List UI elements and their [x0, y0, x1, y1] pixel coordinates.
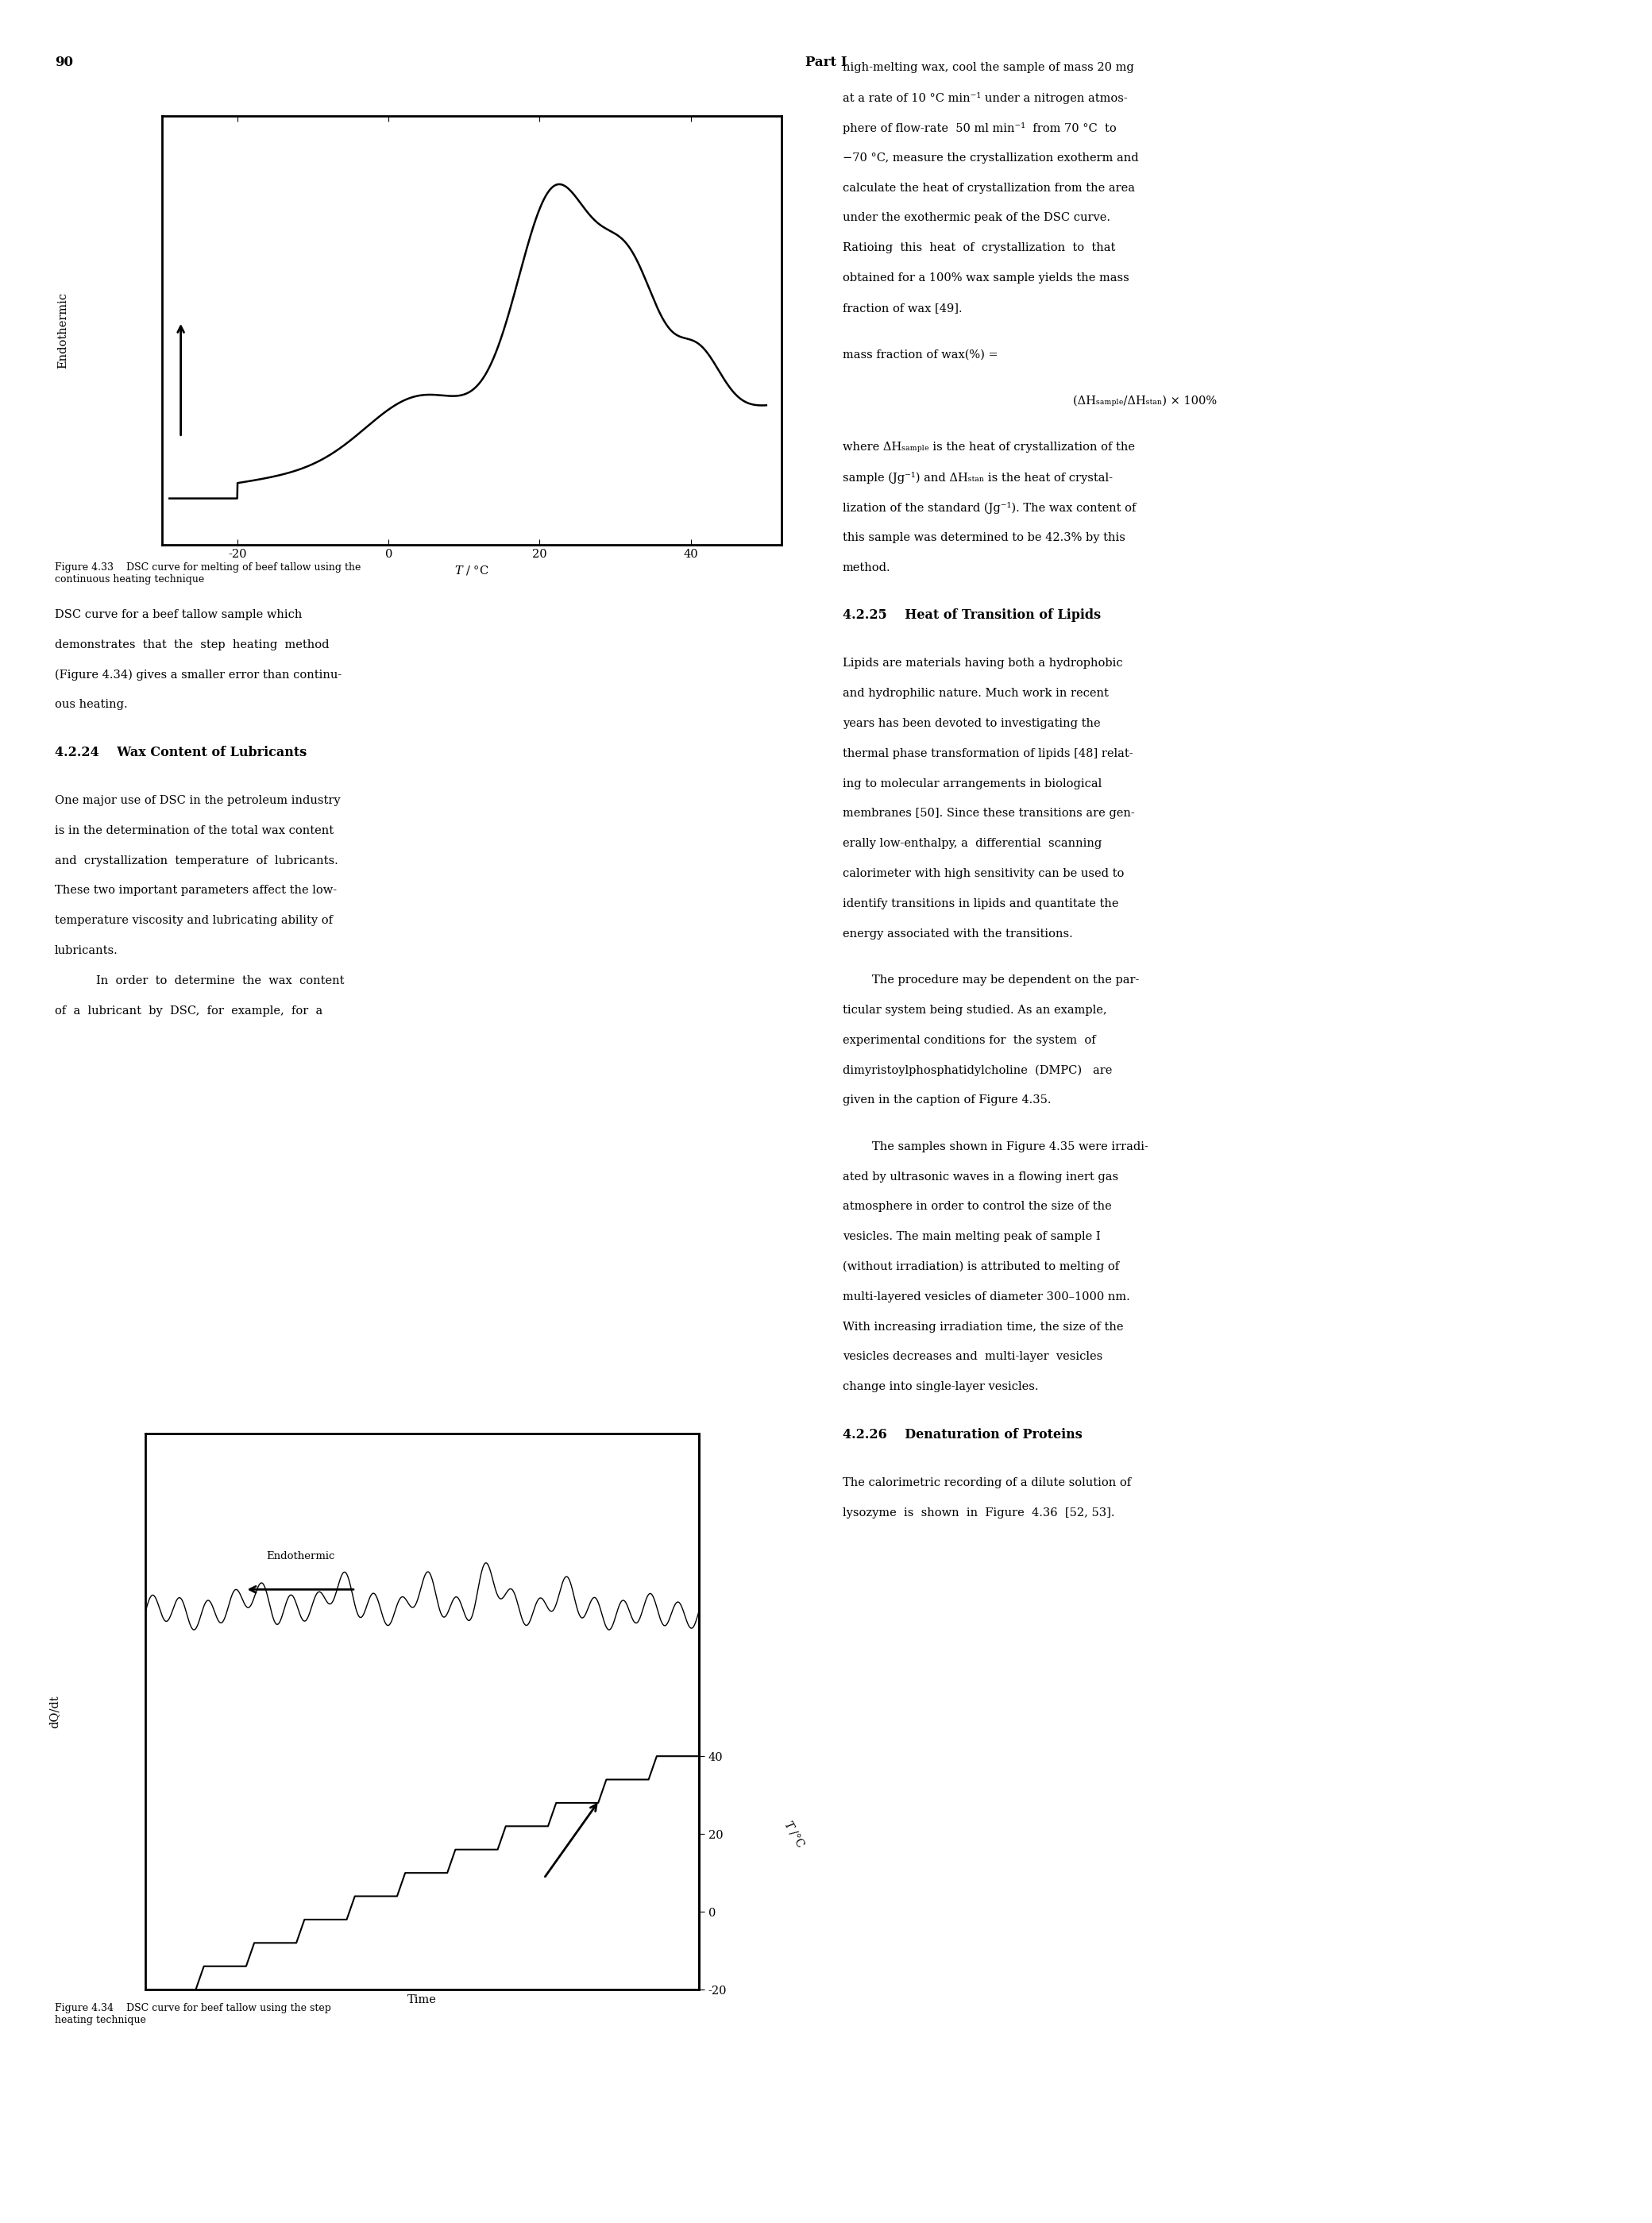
Text: Part I: Part I — [805, 56, 847, 69]
Text: dimyristoylphosphatidylcholine  (DMPC)   are: dimyristoylphosphatidylcholine (DMPC) ar… — [843, 1065, 1112, 1076]
Text: change into single-layer vesicles.: change into single-layer vesicles. — [843, 1380, 1039, 1392]
Text: The calorimetric recording of a dilute solution of: The calorimetric recording of a dilute s… — [843, 1478, 1132, 1489]
Text: identify transitions in lipids and quantitate the: identify transitions in lipids and quant… — [843, 898, 1118, 909]
Text: given in the caption of Figure 4.35.: given in the caption of Figure 4.35. — [843, 1094, 1051, 1105]
Text: erally low-enthalpy, a  differential  scanning: erally low-enthalpy, a differential scan… — [843, 838, 1102, 849]
Text: Lipids are materials having both a hydrophobic: Lipids are materials having both a hydro… — [843, 658, 1123, 669]
Text: In  order  to  determine  the  wax  content: In order to determine the wax content — [96, 976, 344, 987]
Text: calculate the heat of crystallization from the area: calculate the heat of crystallization fr… — [843, 182, 1135, 193]
Text: where ΔHₛₐₘₚₗₑ is the heat of crystallization of the: where ΔHₛₐₘₚₗₑ is the heat of crystalliz… — [843, 442, 1135, 453]
Text: under the exothermic peak of the DSC curve.: under the exothermic peak of the DSC cur… — [843, 211, 1110, 225]
Text: (ΔHₛₐₘₚₗₑ/ΔHₛₜₐₙ⁤) × 100%: (ΔHₛₐₘₚₗₑ/ΔHₛₜₐₙ⁤) × 100% — [1074, 396, 1218, 407]
Text: this sample was determined to be 42.3% by this: this sample was determined to be 42.3% b… — [843, 531, 1125, 542]
Text: ticular system being studied. As an example,: ticular system being studied. As an exam… — [843, 1005, 1107, 1016]
Text: −70 °C, measure the crystallization exotherm and: −70 °C, measure the crystallization exot… — [843, 151, 1138, 165]
Text: 4.2.26    Denaturation of Proteins: 4.2.26 Denaturation of Proteins — [843, 1427, 1082, 1441]
Text: energy associated with the transitions.: energy associated with the transitions. — [843, 927, 1072, 938]
Text: fraction of wax [49].: fraction of wax [49]. — [843, 302, 961, 313]
Text: sample (Jg⁻¹) and ΔHₛₜₐₙ⁤ is the heat of crystal-: sample (Jg⁻¹) and ΔHₛₜₐₙ⁤ is the heat of… — [843, 471, 1112, 485]
Text: is in the determination of the total wax content: is in the determination of the total wax… — [55, 825, 334, 836]
Text: obtained for a 100% wax sample yields the mass: obtained for a 100% wax sample yields th… — [843, 271, 1128, 285]
Text: temperature viscosity and lubricating ability of: temperature viscosity and lubricating ab… — [55, 916, 332, 927]
Text: of  a  lubricant  by  DSC,  for  example,  for  a: of a lubricant by DSC, for example, for … — [55, 1005, 322, 1016]
Text: at a rate of 10 °C min⁻¹ under a nitrogen atmos-: at a rate of 10 °C min⁻¹ under a nitroge… — [843, 93, 1127, 104]
X-axis label: $T$ / °C: $T$ / °C — [454, 565, 489, 576]
Text: lization of the standard (Jg⁻¹). The wax content of: lization of the standard (Jg⁻¹). The wax… — [843, 502, 1137, 514]
Text: Ratioing  this  heat  of  crystallization  to  that: Ratioing this heat of crystallization to… — [843, 242, 1115, 253]
Text: years has been devoted to investigating the: years has been devoted to investigating … — [843, 718, 1100, 729]
Text: demonstrates  that  the  step  heating  method: demonstrates that the step heating metho… — [55, 638, 329, 649]
Text: method.: method. — [843, 562, 890, 574]
Text: phere of flow-rate  50 ml min⁻¹  from 70 °C  to: phere of flow-rate 50 ml min⁻¹ from 70 °… — [843, 122, 1117, 133]
Text: The procedure may be dependent on the par-: The procedure may be dependent on the pa… — [872, 974, 1140, 985]
Text: experimental conditions for  the system  of: experimental conditions for the system o… — [843, 1034, 1095, 1045]
Text: DSC curve for a beef tallow sample which: DSC curve for a beef tallow sample which — [55, 609, 302, 620]
Text: and hydrophilic nature. Much work in recent: and hydrophilic nature. Much work in rec… — [843, 687, 1108, 698]
Text: The samples shown in Figure 4.35 were irradi-: The samples shown in Figure 4.35 were ir… — [872, 1140, 1148, 1152]
Text: dQ/dt: dQ/dt — [50, 1696, 59, 1727]
Text: $T$ /°C: $T$ /°C — [781, 1818, 808, 1850]
Text: vesicles. The main melting peak of sample I: vesicles. The main melting peak of sampl… — [843, 1232, 1100, 1243]
X-axis label: Time: Time — [408, 1994, 436, 2005]
Text: ated by ultrasonic waves in a flowing inert gas: ated by ultrasonic waves in a flowing in… — [843, 1172, 1118, 1183]
Text: Endothermic: Endothermic — [58, 291, 68, 369]
Text: ous heating.: ous heating. — [55, 698, 127, 709]
Text: lubricants.: lubricants. — [55, 945, 117, 956]
Text: lysozyme  is  shown  in  Figure  4.36  [52, 53].: lysozyme is shown in Figure 4.36 [52, 53… — [843, 1507, 1115, 1518]
Text: calorimeter with high sensitivity can be used to: calorimeter with high sensitivity can be… — [843, 867, 1123, 878]
Text: These two important parameters affect the low-: These two important parameters affect th… — [55, 885, 337, 896]
Text: high-melting wax, cool the sample of mass 20 mg: high-melting wax, cool the sample of mas… — [843, 62, 1133, 73]
Text: (Figure 4.34) gives a smaller error than continu-: (Figure 4.34) gives a smaller error than… — [55, 669, 342, 680]
Text: 4.2.25    Heat of Transition of Lipids: 4.2.25 Heat of Transition of Lipids — [843, 609, 1100, 622]
Text: mass fraction of wax(%) =: mass fraction of wax(%) = — [843, 349, 998, 360]
Text: 4.2.24    Wax Content of Lubricants: 4.2.24 Wax Content of Lubricants — [55, 745, 307, 758]
Text: ing to molecular arrangements in biological: ing to molecular arrangements in biologi… — [843, 778, 1102, 789]
Text: Figure 4.34    DSC curve for beef tallow using the step
heating technique: Figure 4.34 DSC curve for beef tallow us… — [55, 2003, 330, 2025]
Text: and  crystallization  temperature  of  lubricants.: and crystallization temperature of lubri… — [55, 856, 339, 867]
Text: vesicles decreases and  multi-layer  vesicles: vesicles decreases and multi-layer vesic… — [843, 1352, 1102, 1363]
Text: atmosphere in order to control the size of the: atmosphere in order to control the size … — [843, 1200, 1112, 1212]
Text: Endothermic: Endothermic — [266, 1552, 335, 1563]
Text: membranes [50]. Since these transitions are gen-: membranes [50]. Since these transitions … — [843, 807, 1135, 818]
Text: Figure 4.33    DSC curve for melting of beef tallow using the
continuous heating: Figure 4.33 DSC curve for melting of bee… — [55, 562, 360, 585]
Text: With increasing irradiation time, the size of the: With increasing irradiation time, the si… — [843, 1320, 1123, 1332]
Text: 90: 90 — [55, 56, 73, 69]
Text: thermal phase transformation of lipids [48] relat-: thermal phase transformation of lipids [… — [843, 747, 1133, 758]
Text: (without irradiation) is attributed to melting of: (without irradiation) is attributed to m… — [843, 1260, 1118, 1272]
Text: multi-layered vesicles of diameter 300–1000 nm.: multi-layered vesicles of diameter 300–1… — [843, 1292, 1130, 1303]
Text: One major use of DSC in the petroleum industry: One major use of DSC in the petroleum in… — [55, 796, 340, 807]
